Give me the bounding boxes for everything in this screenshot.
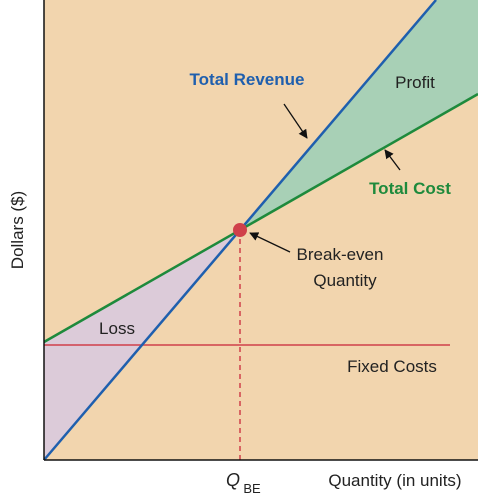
revenue-arrow	[283, 103, 308, 139]
break-even-label: Quantity	[313, 271, 377, 290]
profit-label: Profit	[395, 73, 435, 92]
break-even-point	[233, 223, 247, 237]
fixed-costs-label: Fixed Costs	[347, 357, 437, 376]
profit-area	[240, 0, 478, 230]
total-revenue-label: Total Revenue	[190, 70, 305, 89]
cost-arrow	[384, 149, 401, 171]
q-symbol: Q	[226, 470, 240, 490]
total-cost-label: Total Cost	[369, 179, 451, 198]
total-cost-line	[43, 92, 478, 344]
y-axis-label: Dollars ($)	[8, 191, 27, 269]
q-subscript: BE	[243, 481, 261, 495]
loss-label: Loss	[99, 319, 135, 338]
break-even-label: Break-even	[297, 245, 384, 264]
x-axis-label: Quantity (in units)	[328, 471, 461, 490]
break-even-arrow	[249, 232, 291, 253]
